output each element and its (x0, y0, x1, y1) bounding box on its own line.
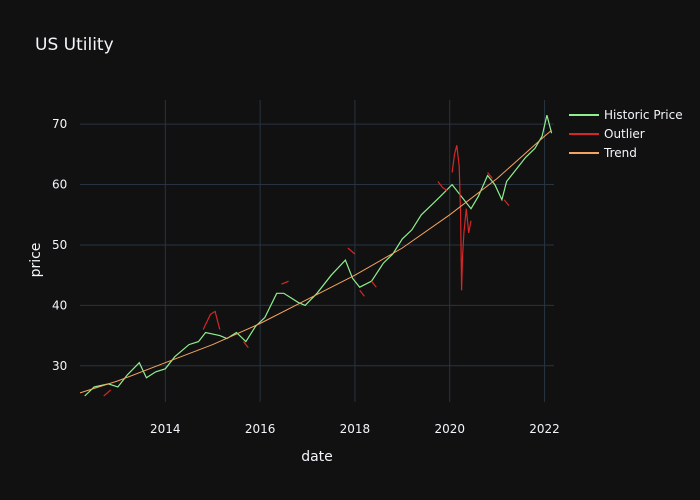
historic-price-line (84, 114, 553, 397)
y-axis-label: price (28, 243, 44, 278)
outlier-segment (451, 145, 472, 291)
trend-line (79, 129, 552, 394)
outlier-segment (437, 181, 448, 192)
outlier-segment (487, 172, 493, 179)
outlier-segment (281, 280, 289, 285)
plot-area (79, 114, 553, 397)
x-axis-label: date (301, 449, 333, 465)
x-tick-label: 2022 (529, 422, 560, 436)
y-tick-label: 40 (52, 298, 67, 312)
y-tick-label: 50 (52, 238, 67, 252)
legend-item-historic-price[interactable]: Historic Price (569, 108, 683, 122)
legend-label: Trend (603, 146, 637, 160)
x-tick-label: 2020 (434, 422, 465, 436)
legend-item-trend[interactable]: Trend (569, 146, 637, 160)
y-tick-label: 70 (52, 117, 67, 131)
chart-title: US Utility (35, 35, 114, 55)
legend-item-outlier[interactable]: Outlier (569, 127, 645, 141)
legend[interactable]: Historic Price Outlier Trend (569, 108, 683, 160)
x-tick-label: 2014 (150, 422, 181, 436)
outlier-segment (503, 199, 510, 207)
outlier-segment (243, 341, 249, 348)
y-tick-label: 60 (52, 178, 67, 192)
legend-label: Outlier (604, 127, 645, 141)
outlier-segment (371, 280, 377, 288)
outlier-segment (103, 389, 112, 397)
legend-label: Historic Price (604, 108, 683, 122)
y-axis-ticks: 30 40 50 60 70 (52, 117, 67, 373)
grid (80, 100, 554, 402)
outlier-segment (347, 247, 356, 255)
outlier-segment (202, 310, 221, 330)
x-tick-label: 2018 (340, 422, 371, 436)
outlier-segment (359, 289, 365, 297)
x-axis-ticks: 2014 2016 2018 2020 2022 (150, 422, 560, 436)
y-tick-label: 30 (52, 359, 67, 373)
x-tick-label: 2016 (245, 422, 276, 436)
